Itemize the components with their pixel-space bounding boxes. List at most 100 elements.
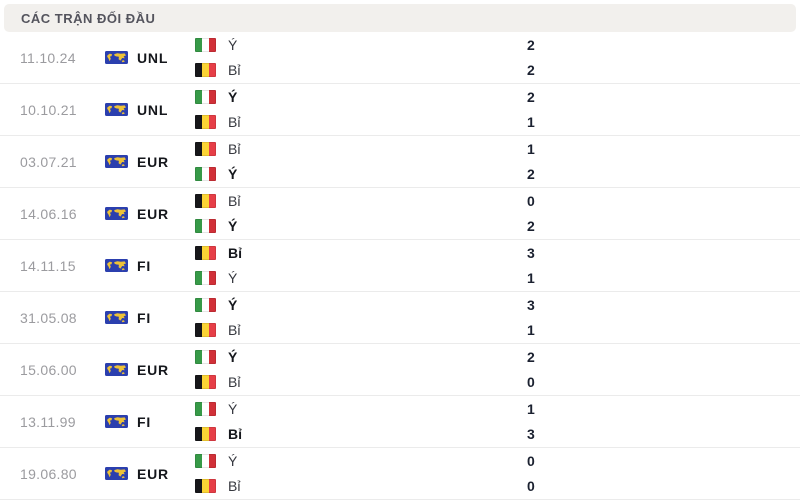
competition-code: FI	[137, 257, 152, 274]
team-score: 1	[527, 114, 535, 130]
team-score: 2	[527, 37, 535, 53]
world-map-icon	[105, 415, 128, 428]
italy-flag-icon	[195, 402, 216, 416]
belgium-flag-icon	[195, 142, 216, 156]
team-name: Ý	[228, 270, 238, 286]
match-row[interactable]: 03.07.21 EUR Bỉ 1 Ý 2	[0, 136, 800, 188]
competition-code: EUR	[137, 465, 169, 482]
italy-flag-icon	[195, 350, 216, 364]
team-line: Ý 2	[195, 87, 565, 108]
teams-cell: Ý 2 Bỉ 1	[195, 87, 565, 133]
match-row[interactable]: 19.06.80 EUR Ý 0 Bỉ 0	[0, 448, 800, 500]
competition-cell: UNL	[105, 50, 195, 66]
team-score: 2	[527, 349, 535, 365]
teams-cell: Bỉ 1 Ý 2	[195, 139, 565, 185]
team-name: Bỉ	[228, 374, 241, 390]
match-date: 14.11.15	[20, 257, 76, 274]
team-line: Bỉ 0	[195, 476, 565, 497]
team-line: Bỉ 1	[195, 139, 565, 160]
italy-flag-icon	[195, 38, 216, 52]
italy-flag-icon	[195, 271, 216, 285]
team-line: Ý 2	[195, 347, 565, 368]
belgium-flag-icon	[195, 323, 216, 337]
teams-cell: Bỉ 3 Ý 1	[195, 243, 565, 289]
belgium-flag-icon	[195, 479, 216, 493]
match-row[interactable]: 31.05.08 FI Ý 3 Bỉ 1	[0, 292, 800, 344]
match-date: 13.11.99	[20, 413, 76, 430]
teams-cell: Ý 2 Bỉ 2	[195, 35, 565, 81]
team-line: Bỉ 0	[195, 372, 565, 393]
team-line: Bỉ 3	[195, 424, 565, 445]
team-name: Bỉ	[228, 62, 241, 78]
italy-flag-icon	[195, 454, 216, 468]
match-row[interactable]: 13.11.99 FI Ý 1 Bỉ 3	[0, 396, 800, 448]
match-row[interactable]: 14.06.16 EUR Bỉ 0 Ý 2	[0, 188, 800, 240]
team-name: Ý	[228, 37, 238, 53]
team-name: Bỉ	[228, 141, 241, 157]
world-map-icon	[105, 259, 128, 272]
team-score: 0	[527, 193, 535, 209]
italy-flag-icon	[195, 298, 216, 312]
team-score: 3	[527, 426, 535, 442]
match-date: 10.10.21	[20, 101, 77, 118]
world-map-icon	[105, 155, 128, 168]
team-name: Ý	[228, 297, 238, 313]
match-row[interactable]: 14.11.15 FI Bỉ 3 Ý 1	[0, 240, 800, 292]
belgium-flag-icon	[195, 63, 216, 77]
match-date: 19.06.80	[20, 465, 77, 482]
competition-code: EUR	[137, 153, 169, 170]
competition-cell: FI	[105, 258, 195, 274]
world-map-icon	[105, 103, 128, 116]
italy-flag-icon	[195, 90, 216, 104]
team-name: Ý	[228, 166, 238, 182]
team-name: Ý	[228, 401, 238, 417]
match-date: 15.06.00	[20, 361, 77, 378]
team-score: 3	[527, 297, 535, 313]
italy-flag-icon	[195, 219, 216, 233]
team-name: Ý	[228, 89, 238, 105]
match-row[interactable]: 11.10.24 UNL Ý 2 Bỉ 2	[0, 32, 800, 84]
world-map-icon	[105, 467, 128, 480]
match-row[interactable]: 10.10.21 UNL Ý 2 Bỉ 1	[0, 84, 800, 136]
belgium-flag-icon	[195, 427, 216, 441]
competition-cell: EUR	[105, 154, 195, 170]
teams-cell: Ý 0 Bỉ 0	[195, 451, 565, 497]
competition-cell: FI	[105, 414, 195, 430]
match-list: 11.10.24 UNL Ý 2 Bỉ 2 10.10.21	[0, 32, 800, 500]
team-name: Ý	[228, 453, 238, 469]
world-map-icon	[105, 363, 128, 376]
team-name: Bỉ	[228, 426, 242, 442]
team-line: Ý 1	[195, 268, 565, 289]
team-line: Bỉ 1	[195, 320, 565, 341]
team-line: Ý 0	[195, 451, 565, 472]
team-score: 0	[527, 478, 535, 494]
competition-code: EUR	[137, 361, 169, 378]
match-row[interactable]: 15.06.00 EUR Ý 2 Bỉ 0	[0, 344, 800, 396]
competition-code: FI	[137, 309, 152, 326]
team-score: 1	[527, 141, 535, 157]
team-score: 0	[527, 453, 535, 469]
teams-cell: Ý 3 Bỉ 1	[195, 295, 565, 341]
competition-code: UNL	[137, 49, 169, 66]
team-line: Ý 3	[195, 295, 565, 316]
team-line: Bỉ 0	[195, 191, 565, 212]
world-map-icon	[105, 311, 128, 324]
team-score: 2	[527, 166, 535, 182]
belgium-flag-icon	[195, 115, 216, 129]
team-score: 1	[527, 401, 535, 417]
team-line: Ý 1	[195, 399, 565, 420]
team-name: Ý	[228, 349, 238, 365]
team-score: 2	[527, 218, 535, 234]
competition-code: FI	[137, 413, 152, 430]
team-name: Ý	[228, 218, 238, 234]
competition-code: UNL	[137, 101, 169, 118]
match-date: 03.07.21	[20, 153, 77, 170]
competition-cell: EUR	[105, 206, 195, 222]
section-title: CÁC TRẬN ĐỐI ĐẦU	[21, 10, 156, 26]
team-name: Bỉ	[228, 114, 241, 130]
team-line: Ý 2	[195, 164, 565, 185]
team-line: Bỉ 3	[195, 243, 565, 264]
belgium-flag-icon	[195, 375, 216, 389]
match-date: 11.10.24	[20, 49, 76, 66]
team-score: 2	[527, 62, 535, 78]
